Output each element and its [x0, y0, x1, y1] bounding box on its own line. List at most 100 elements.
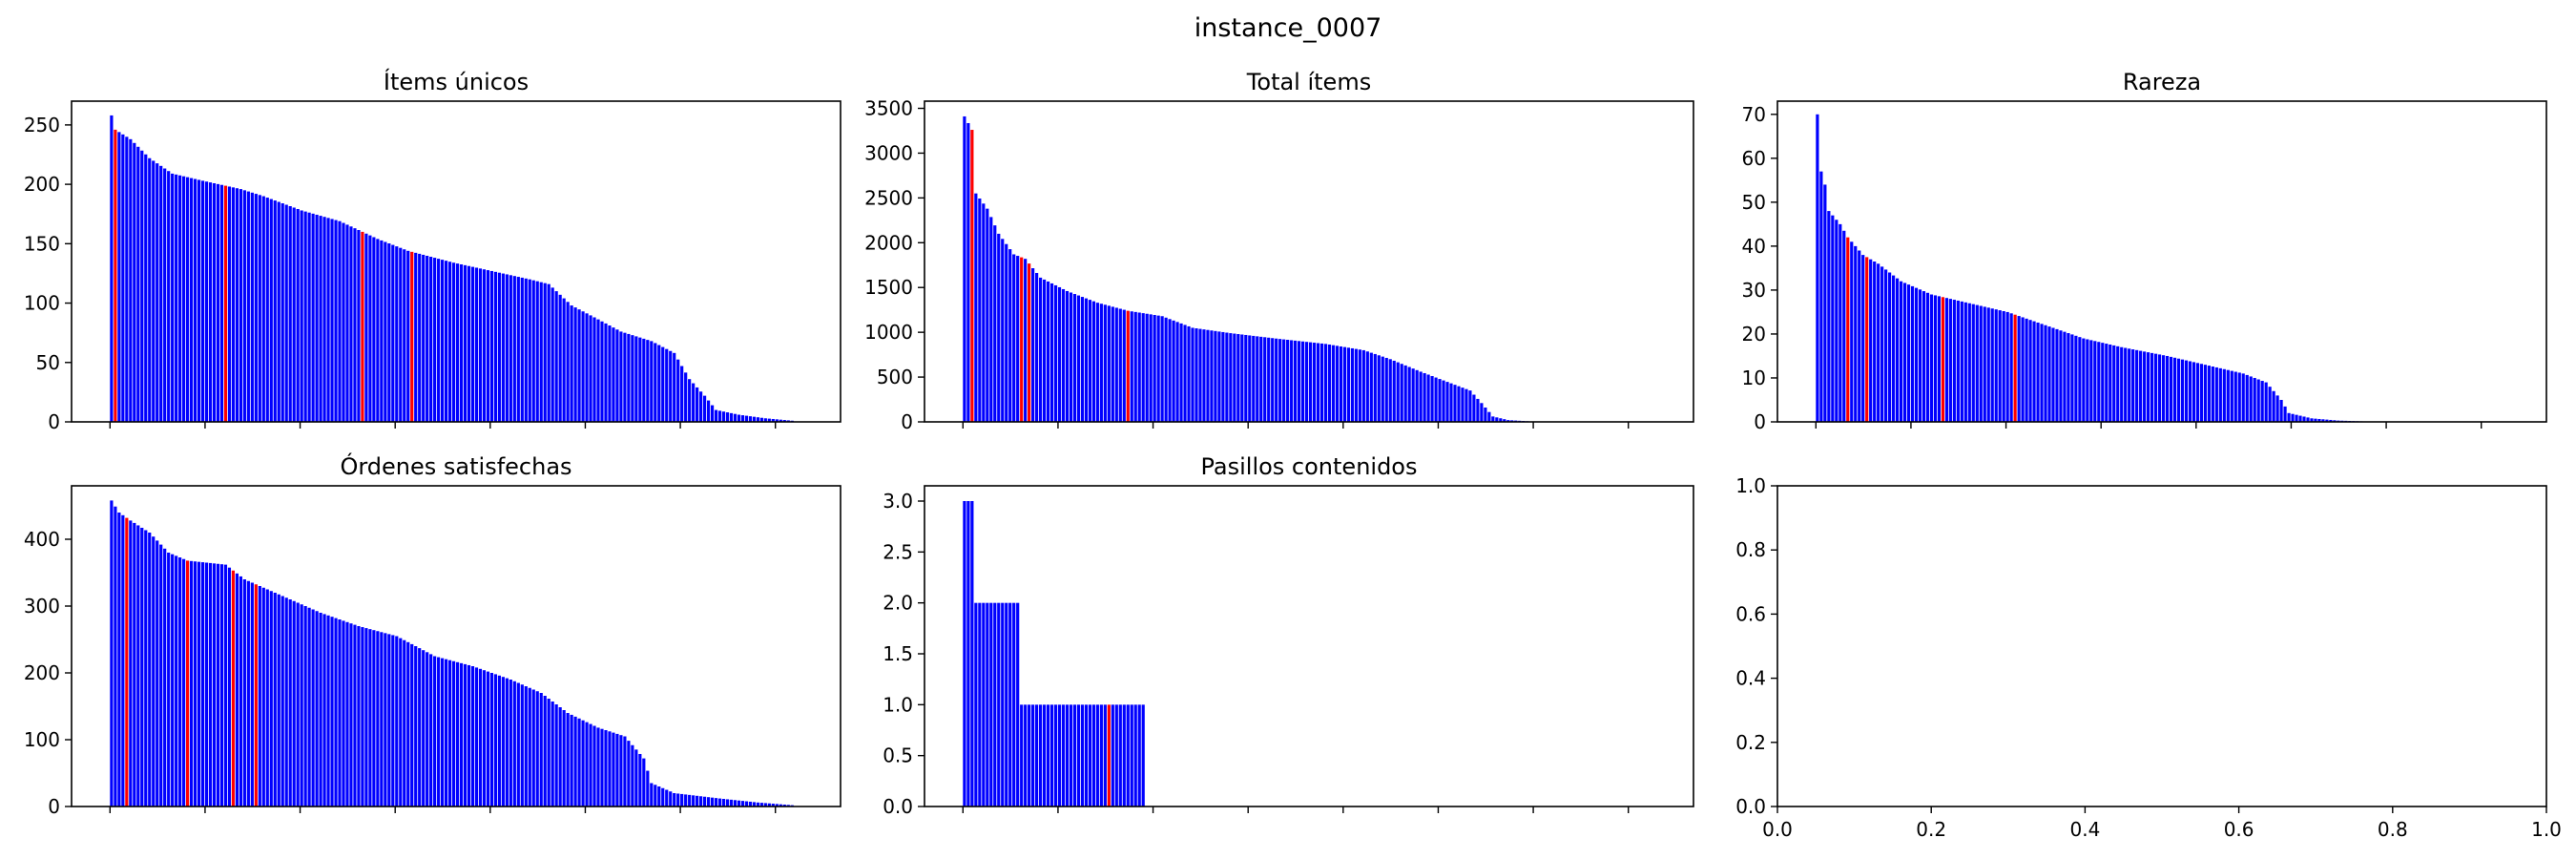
bar [2131, 349, 2135, 422]
bar [740, 415, 745, 422]
bar [426, 652, 429, 807]
bar [156, 540, 159, 807]
bar [1039, 277, 1043, 422]
bar [265, 198, 269, 422]
bar [1088, 300, 1091, 422]
bar [1914, 287, 1919, 422]
bar [638, 337, 642, 422]
bar [246, 580, 250, 807]
bar [634, 749, 638, 807]
bar [1183, 325, 1187, 422]
bar [2101, 343, 2105, 422]
bar [763, 803, 767, 807]
bar [570, 714, 573, 807]
bar [1179, 323, 1183, 422]
bar [1491, 416, 1495, 422]
bar [2199, 364, 2203, 422]
y-tick-label: 3.0 [883, 490, 913, 513]
bar [1091, 301, 1095, 422]
bar-highlighted [186, 560, 190, 807]
bar [219, 564, 224, 807]
bar [1869, 259, 1873, 422]
axes-frame [924, 485, 1694, 807]
bar [152, 160, 156, 422]
bar [782, 804, 786, 807]
bar [706, 400, 711, 422]
bar [2017, 316, 2021, 422]
bar [1319, 343, 1324, 422]
bar [1012, 602, 1016, 807]
bar [1172, 320, 1175, 422]
bar [619, 735, 623, 807]
bar [528, 279, 531, 422]
bar [505, 678, 509, 807]
bar [543, 696, 547, 807]
bar [159, 165, 163, 422]
bar [284, 597, 288, 807]
bar [1065, 704, 1070, 807]
bar [573, 307, 577, 422]
bar [752, 416, 756, 422]
bar [418, 253, 422, 422]
bar [117, 132, 121, 423]
bar [1960, 301, 1963, 422]
bar [2025, 318, 2028, 422]
bar [740, 801, 745, 807]
bar [467, 265, 471, 422]
bar-highlighted [970, 130, 974, 422]
bar [197, 561, 201, 807]
bar-highlighted [125, 517, 129, 807]
bar [342, 222, 345, 422]
bar-highlighted [223, 185, 228, 422]
bar [1350, 347, 1354, 422]
bar [1854, 245, 1858, 422]
bar [1095, 303, 1099, 422]
bar [288, 599, 292, 807]
bar [467, 664, 471, 807]
bar [1861, 255, 1865, 422]
bar [1020, 704, 1024, 807]
bar [512, 681, 516, 807]
y-tick-label: 60 [1742, 147, 1766, 170]
bar [524, 686, 528, 807]
bar [759, 417, 763, 422]
bar [1099, 704, 1103, 807]
bar [608, 325, 612, 422]
bar [1042, 279, 1047, 422]
bar [1012, 254, 1016, 422]
bar [2112, 345, 2116, 422]
figure-suptitle: instance_0007 [1195, 13, 1382, 43]
bar [2184, 360, 2189, 422]
bar [1499, 418, 1503, 422]
subplot-2: Total ítems 0 500 1000 1500 2000 2500 3000 3500 [864, 69, 1694, 433]
bar [152, 536, 156, 807]
bar [148, 157, 152, 423]
bar [1300, 341, 1305, 422]
bar [733, 800, 737, 807]
y-tick-label: 0 [48, 410, 60, 433]
bar [619, 331, 623, 422]
bar [334, 618, 338, 807]
bar [673, 352, 676, 422]
bar [744, 801, 749, 807]
bar [1888, 272, 1892, 422]
bar [1267, 337, 1271, 422]
bar [1476, 398, 1480, 422]
bar [1069, 292, 1073, 422]
bar-highlighted [114, 129, 117, 422]
bar [2233, 371, 2237, 422]
bar [1263, 337, 1267, 422]
bar [1902, 283, 1907, 422]
bar [1191, 327, 1195, 422]
bar [581, 720, 585, 807]
bar [1133, 704, 1137, 807]
y-tick-label: 1000 [864, 321, 913, 344]
bar [2256, 379, 2260, 422]
bar [970, 501, 974, 807]
bar [1275, 338, 1278, 422]
bar [1426, 374, 1430, 422]
bar [451, 262, 456, 422]
bar [265, 589, 269, 807]
axes-frame [1776, 485, 2547, 807]
bar [2169, 356, 2173, 422]
